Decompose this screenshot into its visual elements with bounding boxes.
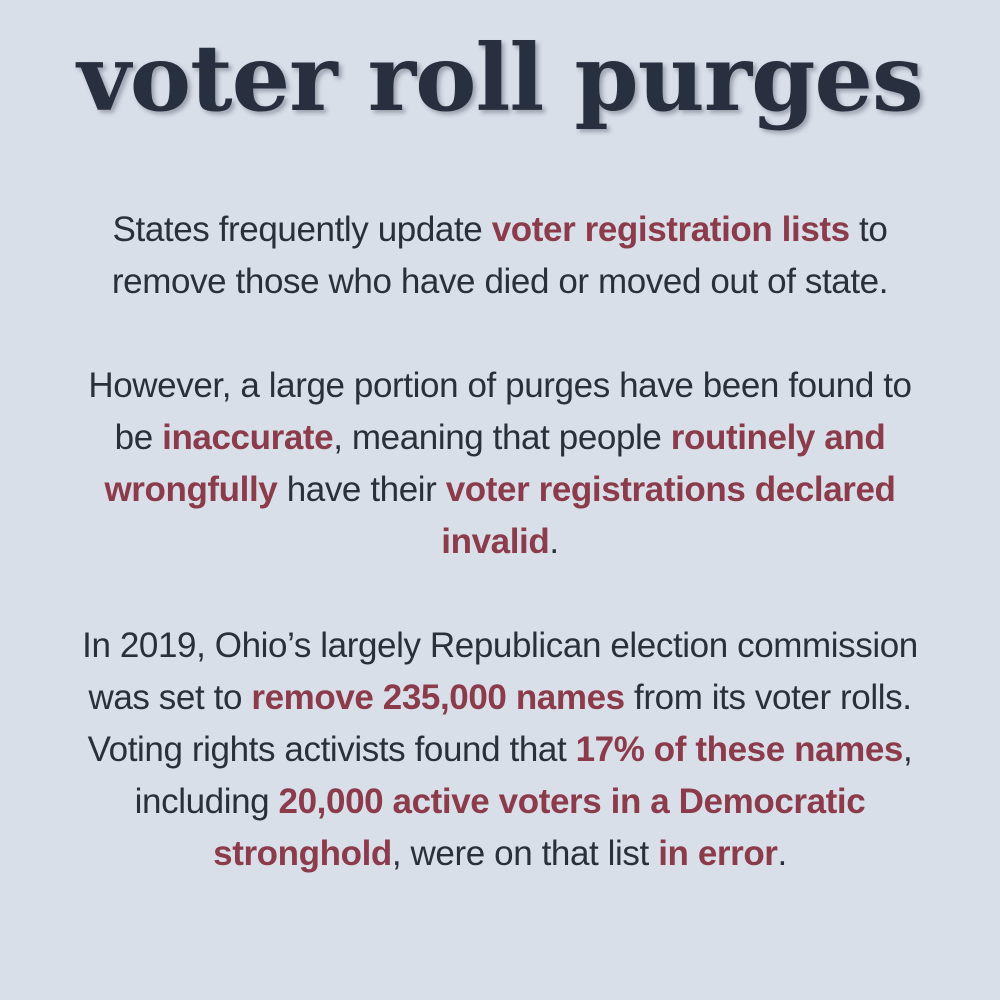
text-segment: In 2019, Ohio’s largely Republican elect… [82, 626, 918, 665]
highlight-wrongfully: wrongfully [104, 470, 278, 509]
text-segment: , were on that list [391, 834, 659, 873]
highlight-active-voters: 20,000 active voters in a Democratic [278, 782, 866, 821]
paragraph-inaccuracy: However, a large portion of purges have … [10, 360, 990, 568]
text-segment: However, a large portion of purges have … [88, 366, 912, 405]
highlight-routinely-and: routinely and [670, 418, 886, 457]
text-segment: States frequently update [112, 210, 492, 249]
text-segment: from its voter rolls. [624, 678, 912, 717]
paragraph-intro: States frequently update voter registrat… [10, 204, 990, 308]
highlight-voter-registration-lists: voter registration lists [491, 210, 850, 249]
text-segment: to [849, 210, 888, 249]
body-text: States frequently update voter registrat… [10, 204, 990, 880]
highlight-invalid: invalid [441, 522, 550, 561]
text-segment: have their [277, 470, 446, 509]
page-title: voter roll purges [77, 24, 923, 132]
text-segment: be [114, 418, 163, 457]
text-segment: , meaning that people [333, 418, 671, 457]
text-segment: . [549, 522, 559, 561]
paragraph-ohio-2019: In 2019, Ohio’s largely Republican elect… [10, 620, 990, 880]
highlight-remove-names: remove 235,000 names [251, 678, 625, 717]
highlight-stronghold: stronghold [213, 834, 392, 873]
text-segment: , [903, 730, 913, 769]
text-segment: Voting rights activists found that [87, 730, 576, 769]
text-segment: including [134, 782, 279, 821]
text-segment: . [777, 834, 788, 873]
highlight-17-percent: 17% of these names [575, 730, 904, 769]
text-segment: remove those who have died or moved out … [111, 262, 889, 301]
highlight-inaccurate: inaccurate [162, 418, 334, 457]
highlight-in-error: in error [658, 834, 778, 873]
highlight-voter-registrations-declared: voter registrations declared [445, 470, 896, 509]
text-segment: was set to [88, 678, 252, 717]
